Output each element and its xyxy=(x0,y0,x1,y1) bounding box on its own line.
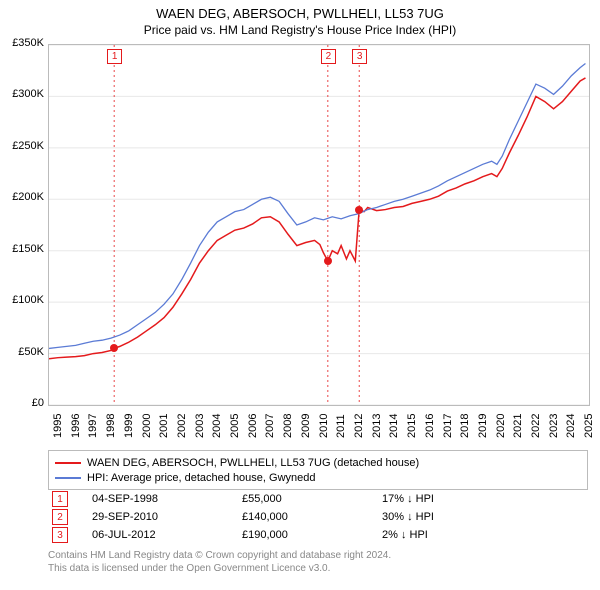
legend-item: WAEN DEG, ABERSOCH, PWLLHELI, LL53 7UG (… xyxy=(55,455,581,470)
x-tick-label: 2012 xyxy=(353,414,365,438)
chart-subtitle: Price paid vs. HM Land Registry's House … xyxy=(0,21,600,37)
x-tick-label: 2013 xyxy=(371,414,383,438)
marker-delta: 2% ↓ HPI xyxy=(382,529,502,541)
legend-box: WAEN DEG, ABERSOCH, PWLLHELI, LL53 7UG (… xyxy=(48,450,588,490)
x-tick-label: 2002 xyxy=(176,414,188,438)
marker-delta: 30% ↓ HPI xyxy=(382,511,502,523)
footer-line2: This data is licensed under the Open Gov… xyxy=(48,563,588,576)
x-tick-label: 1996 xyxy=(70,414,82,438)
x-tick-label: 2018 xyxy=(459,414,471,438)
marker-table-badge: 1 xyxy=(52,491,68,507)
marker-delta: 17% ↓ HPI xyxy=(382,493,502,505)
y-tick-label: £250K xyxy=(0,140,44,152)
x-tick-label: 1997 xyxy=(87,414,99,438)
chart-svg xyxy=(49,45,589,405)
x-tick-label: 2009 xyxy=(300,414,312,438)
x-tick-label: 2024 xyxy=(565,414,577,438)
y-tick-label: £150K xyxy=(0,243,44,255)
y-tick-label: £0 xyxy=(0,397,44,409)
x-tick-label: 2004 xyxy=(211,414,223,438)
markers-table: 1 04-SEP-1998£55,00017% ↓ HPI 2 29-SEP-2010… xyxy=(48,490,588,544)
x-tick-label: 2019 xyxy=(477,414,489,438)
marker-date: 06-JUL-2012 xyxy=(92,529,242,541)
x-tick-label: 2000 xyxy=(141,414,153,438)
y-tick-label: £350K xyxy=(0,37,44,49)
marker-table-badge: 2 xyxy=(52,509,68,525)
marker-badge-2: 2 xyxy=(321,49,336,64)
x-tick-label: 2017 xyxy=(442,414,454,438)
x-tick-label: 2022 xyxy=(530,414,542,438)
x-tick-label: 2008 xyxy=(282,414,294,438)
footer-attribution: Contains HM Land Registry data © Crown c… xyxy=(48,550,588,575)
legend-swatch xyxy=(55,462,81,464)
marker-price: £140,000 xyxy=(242,511,382,523)
marker-date: 29-SEP-2010 xyxy=(92,511,242,523)
marker-badge-1: 1 xyxy=(107,49,122,64)
legend-label: WAEN DEG, ABERSOCH, PWLLHELI, LL53 7UG (… xyxy=(87,457,419,469)
x-tick-label: 2006 xyxy=(247,414,259,438)
marker-dot-2 xyxy=(324,257,332,265)
x-tick-label: 2005 xyxy=(229,414,241,438)
x-tick-label: 1999 xyxy=(123,414,135,438)
x-tick-label: 2010 xyxy=(318,414,330,438)
marker-badge-3: 3 xyxy=(352,49,367,64)
x-tick-label: 2011 xyxy=(335,414,347,438)
x-tick-label: 1995 xyxy=(52,414,64,438)
x-tick-label: 1998 xyxy=(105,414,117,438)
marker-dot-3 xyxy=(355,206,363,214)
legend-item: HPI: Average price, detached house, Gwyn… xyxy=(55,470,581,485)
series-hpi xyxy=(49,64,585,349)
marker-date: 04-SEP-1998 xyxy=(92,493,242,505)
y-tick-label: £200K xyxy=(0,191,44,203)
x-tick-label: 2023 xyxy=(548,414,560,438)
legend-swatch xyxy=(55,477,81,479)
chart-plot-area: 1 2 3 xyxy=(48,44,590,406)
footer-line1: Contains HM Land Registry data © Crown c… xyxy=(48,550,588,563)
marker-table-row: 1 04-SEP-1998£55,00017% ↓ HPI xyxy=(48,490,588,508)
legend-label: HPI: Average price, detached house, Gwyn… xyxy=(87,472,316,484)
x-tick-label: 2003 xyxy=(194,414,206,438)
marker-price: £55,000 xyxy=(242,493,382,505)
x-axis-labels: 1995 1996 1997 1998 1999 2000 2001 2002 2003 2004… xyxy=(48,406,588,456)
y-tick-label: £100K xyxy=(0,294,44,306)
x-tick-label: 2007 xyxy=(264,414,276,438)
y-tick-label: £50K xyxy=(0,346,44,358)
x-tick-label: 2014 xyxy=(388,414,400,438)
y-tick-label: £300K xyxy=(0,88,44,100)
marker-price: £190,000 xyxy=(242,529,382,541)
x-tick-label: 2025 xyxy=(583,414,595,438)
x-tick-label: 2001 xyxy=(158,414,170,438)
marker-table-row: 3 06-JUL-2012£190,0002% ↓ HPI xyxy=(48,526,588,544)
marker-table-row: 2 29-SEP-2010£140,00030% ↓ HPI xyxy=(48,508,588,526)
marker-table-badge: 3 xyxy=(52,527,68,543)
chart-title: WAEN DEG, ABERSOCH, PWLLHELI, LL53 7UG xyxy=(0,0,600,21)
x-tick-label: 2015 xyxy=(406,414,418,438)
x-tick-label: 2016 xyxy=(424,414,436,438)
x-tick-label: 2021 xyxy=(512,414,524,438)
x-tick-label: 2020 xyxy=(495,414,507,438)
